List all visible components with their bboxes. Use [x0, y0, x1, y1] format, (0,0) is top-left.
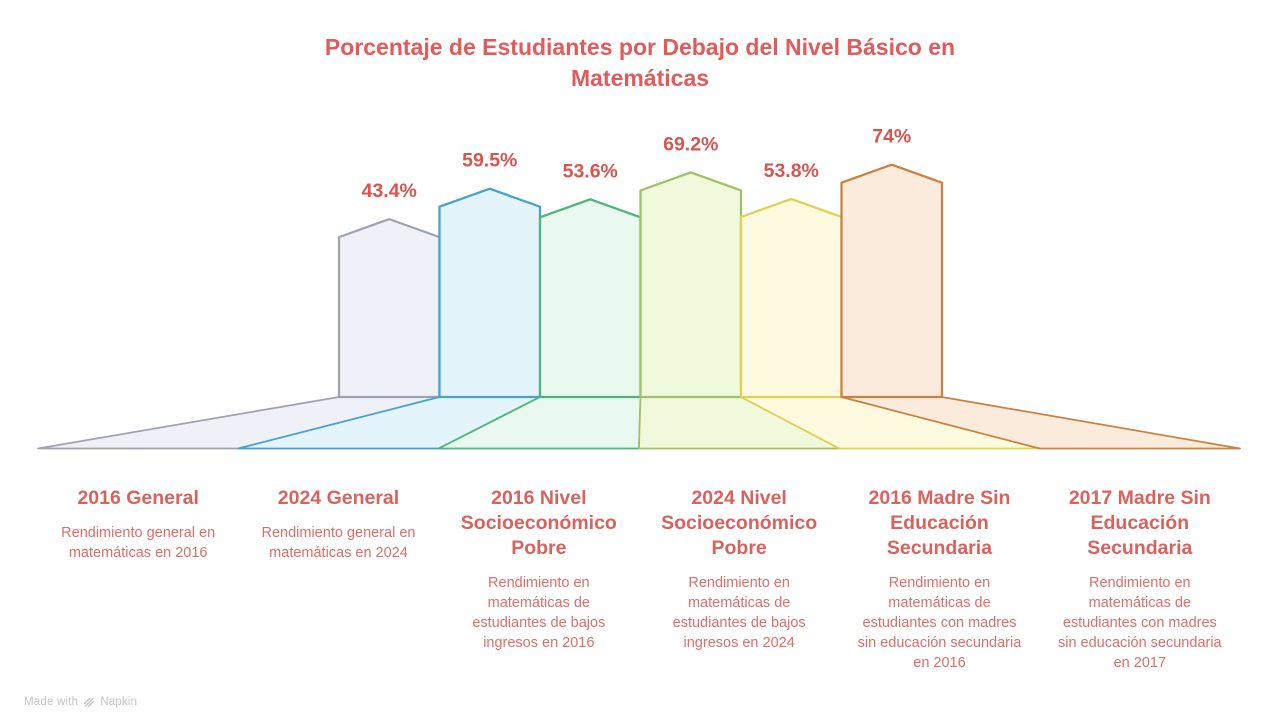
napkin-watermark: Made with Napkin	[24, 696, 137, 708]
chart-title: Porcentaje de Estudiantes por Debajo del…	[324, 34, 956, 91]
category-title: 2016 Nivel Socioeconómico Pobre	[460, 487, 617, 559]
category-label-3: 2016 Nivel Socioeconómico Pobre Rendimien…	[439, 486, 639, 653]
napkin-logo-icon	[84, 697, 95, 708]
tower-shape-3	[538, 198, 642, 399]
category-label-5: 2016 Madre Sin Educación Secundaria Rendi…	[839, 486, 1039, 673]
tower-shape-5	[739, 197, 843, 399]
category-label-1: 2016 General Rendimiento general en matem…	[38, 486, 238, 563]
value-label-5: 53.8%	[764, 160, 819, 182]
value-label-3: 53.6%	[563, 160, 618, 182]
value-label-4: 69.2%	[663, 133, 718, 155]
category-title: 2016 General	[77, 487, 199, 509]
tower-shape-4	[639, 171, 743, 399]
category-description: Rendimiento en matemáticas de estudiante…	[472, 575, 606, 651]
category-title: 2024 General	[277, 487, 400, 509]
watermark-brand-text: Napkin	[100, 696, 138, 708]
tower-shape-2	[438, 187, 542, 399]
category-description: Rendimiento en matemáticas de estudiante…	[672, 575, 806, 651]
watermark-made-with-text: Made with	[24, 696, 79, 708]
category-label-6: 2017 Madre Sin Educación Secundaria Rendi…	[1040, 486, 1240, 673]
category-title: 2024 Nivel Socioeconómico Pobre	[661, 487, 818, 559]
category-title: 2016 Madre Sin Educación Secundaria	[868, 487, 1011, 559]
tower-shape-1	[337, 218, 441, 399]
category-description: Rendimiento general en matemáticas en 20…	[261, 525, 416, 561]
tower-shape-6	[840, 163, 944, 399]
value-label-1: 43.4%	[362, 180, 417, 202]
category-title: 2017 Madre Sin Educación Secundaria	[1068, 487, 1211, 559]
category-labels: 2016 General Rendimiento general en matem…	[38, 486, 1240, 673]
category-description: Rendimiento en matemáticas de estudiante…	[1057, 575, 1222, 671]
value-label-6: 74%	[872, 126, 911, 148]
category-label-2: 2024 General Rendimiento general en matem…	[238, 486, 438, 563]
value-label-2: 59.5%	[462, 150, 517, 172]
category-description: Rendimiento en matemáticas de estudiante…	[857, 575, 1022, 671]
category-label-4: 2024 Nivel Socioeconómico Pobre Rendimien…	[639, 486, 839, 653]
category-description: Rendimiento general en matemáticas en 20…	[61, 525, 216, 561]
